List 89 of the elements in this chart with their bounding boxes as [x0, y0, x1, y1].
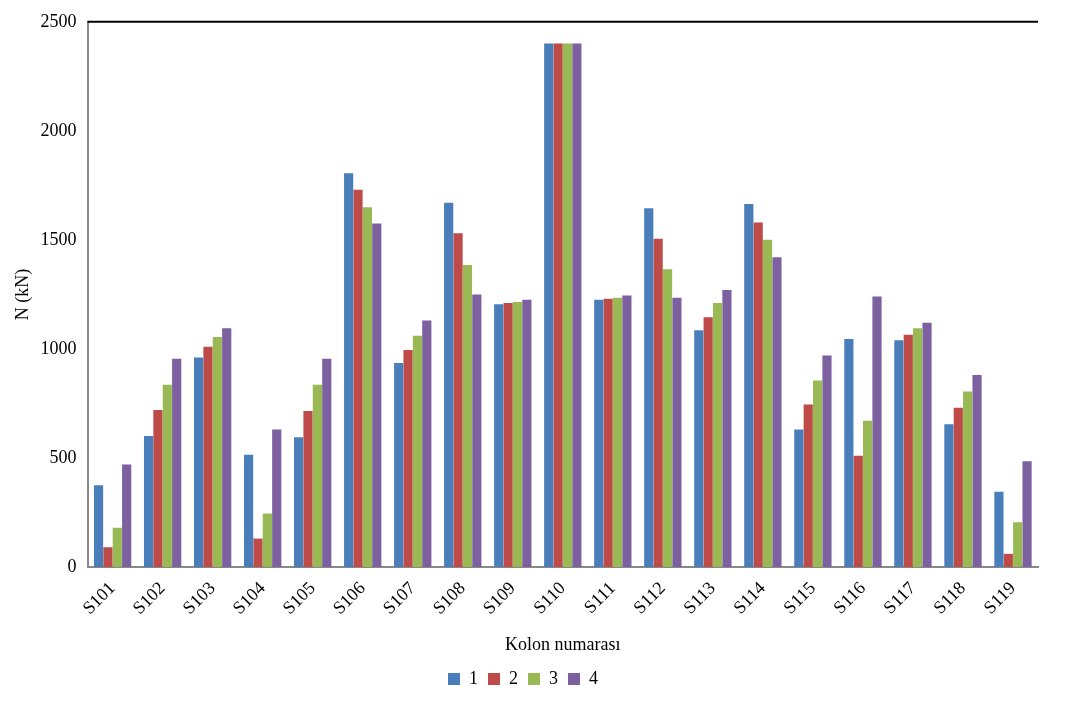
bar [644, 208, 654, 567]
bar [422, 320, 432, 567]
bar [1013, 522, 1023, 567]
bar [553, 43, 563, 567]
bar [672, 297, 682, 567]
legend-label: 3 [549, 667, 558, 688]
bar [953, 407, 963, 567]
y-tick-label: 1500 [40, 228, 77, 249]
bar [494, 304, 504, 567]
bar [312, 384, 322, 567]
bar [143, 436, 154, 567]
bar [753, 222, 763, 567]
bar [122, 464, 132, 567]
x-tick-label: S111 [579, 577, 619, 617]
bar [703, 317, 713, 567]
bar [222, 328, 232, 567]
bar [403, 349, 413, 567]
y-tick-label: 2000 [40, 119, 77, 140]
bar [994, 491, 1004, 567]
bar [872, 296, 882, 567]
bar [253, 538, 263, 567]
bar [172, 358, 182, 567]
y-tick-label: 1000 [40, 337, 77, 358]
bar [272, 429, 282, 567]
bar [844, 339, 854, 567]
bar [462, 264, 473, 567]
bar [353, 189, 363, 567]
y-tick-label: 500 [49, 446, 77, 467]
bar [803, 404, 813, 567]
bar [603, 298, 613, 567]
bar [544, 43, 554, 567]
bar [744, 203, 754, 567]
bar [894, 340, 904, 567]
x-axis-title: Kolon numarası [505, 633, 621, 654]
y-tick-label: 2500 [40, 10, 77, 31]
bar [762, 239, 773, 567]
bar [344, 173, 354, 567]
bar [112, 527, 122, 567]
bar [822, 355, 832, 567]
legend-label: 4 [589, 667, 598, 688]
bar [813, 380, 823, 567]
bar [944, 424, 954, 567]
bar [562, 43, 573, 567]
bar [512, 302, 523, 567]
bar [1022, 461, 1032, 567]
bar [922, 322, 932, 567]
bar [622, 295, 632, 567]
bar [1003, 553, 1013, 567]
bar [653, 238, 663, 567]
bar [722, 290, 732, 567]
bar [913, 328, 923, 567]
bar [963, 391, 973, 567]
bar [594, 299, 604, 567]
bar [903, 334, 913, 567]
bar [153, 409, 163, 567]
bar [772, 257, 782, 567]
bar [103, 547, 113, 567]
bar [193, 357, 204, 567]
bar [863, 420, 873, 567]
bar [244, 454, 254, 567]
bar [712, 303, 723, 567]
bar [362, 207, 372, 567]
bar [303, 411, 313, 567]
bar [472, 294, 482, 567]
bar [294, 437, 304, 567]
bar [394, 363, 404, 567]
y-axis-title: N (kN) [11, 268, 33, 321]
bar [262, 513, 272, 567]
bar [972, 375, 982, 567]
bar [503, 303, 513, 567]
bar [522, 299, 532, 567]
legend-label: 2 [509, 667, 518, 688]
bar [162, 384, 172, 567]
bar [612, 297, 623, 567]
bar [662, 269, 673, 567]
bar [203, 346, 213, 567]
bar [694, 330, 704, 567]
bar [212, 336, 222, 567]
bar [93, 485, 104, 567]
y-tick-label: 0 [67, 555, 77, 576]
legend-label: 1 [469, 667, 478, 688]
bar [444, 202, 454, 567]
bar [453, 233, 463, 567]
bar [412, 335, 423, 567]
bar [794, 429, 804, 567]
bar [322, 358, 332, 567]
bar [853, 455, 863, 567]
bar [572, 43, 582, 567]
bar [372, 223, 382, 567]
